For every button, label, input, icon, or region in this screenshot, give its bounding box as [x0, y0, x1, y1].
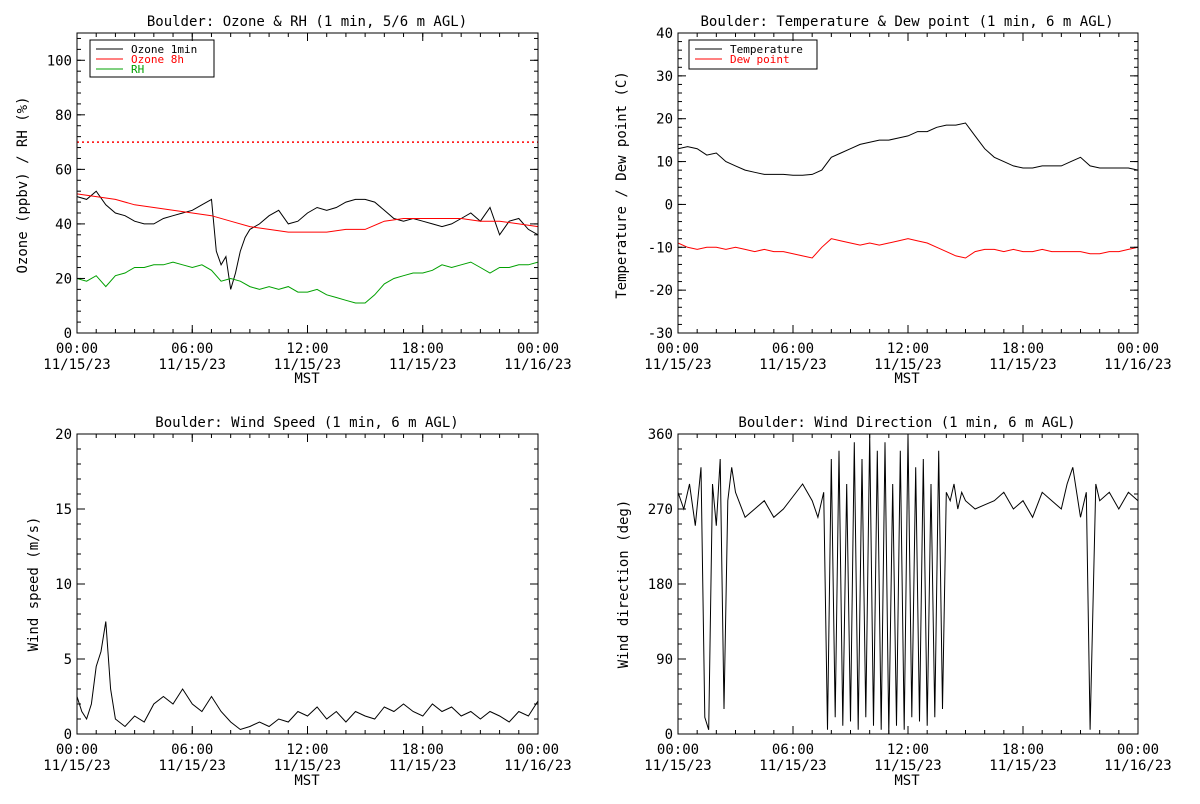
x-tick-label-date: 11/15/23: [644, 758, 711, 774]
y-axis-label: Ozone (ppbv) / RH (%): [15, 96, 31, 273]
x-tick-label-time: 00:00: [657, 742, 699, 758]
chart-title: Boulder: Temperature & Dew point (1 min,…: [700, 14, 1113, 30]
x-tick-label-date: 11/15/23: [874, 758, 941, 774]
y-tick-label: 0: [665, 197, 673, 213]
series-line-rh: [76, 261, 539, 304]
x-tick-label-date: 11/16/23: [1104, 758, 1171, 774]
y-tick-label: 40: [656, 26, 673, 42]
ozone-rh-chart: Boulder: Ozone & RH (1 min, 5/6 m AGL) M…: [15, 14, 572, 387]
x-tick-label-time: 12:00: [286, 742, 328, 758]
y-tick-label: -30: [648, 326, 673, 342]
chart-title: Boulder: Wind Speed (1 min, 6 m AGL): [155, 415, 458, 431]
series-line-ozone-1min: [76, 190, 539, 290]
plot-frame: [76, 32, 539, 334]
x-tick-label-date: 11/15/23: [759, 357, 826, 373]
x-tick-label-date: 11/16/23: [504, 357, 571, 373]
x-axis-label: MST: [294, 371, 320, 387]
y-tick-label: 360: [648, 427, 673, 443]
x-tick-label-time: 18:00: [402, 341, 444, 357]
x-tick-label-date: 11/15/23: [759, 758, 826, 774]
plot-frame: [677, 32, 1139, 334]
x-tick-label-date: 11/15/23: [389, 357, 456, 373]
x-tick-label-time: 18:00: [402, 742, 444, 758]
x-tick-label-time: 00:00: [517, 742, 559, 758]
x-tick-label-time: 00:00: [56, 742, 98, 758]
y-tick-label: 270: [648, 502, 673, 518]
y-tick-label: 10: [55, 577, 72, 593]
x-tick-label-time: 12:00: [887, 341, 929, 357]
y-tick-label: 0: [665, 727, 673, 743]
legend-box: [688, 39, 818, 70]
chart-title: Boulder: Wind Direction (1 min, 6 m AGL): [738, 415, 1075, 431]
x-tick-label-time: 06:00: [171, 341, 213, 357]
y-tick-label: 100: [47, 53, 72, 69]
x-tick-label-time: 00:00: [517, 341, 559, 357]
y-tick-label: -20: [648, 283, 673, 299]
y-tick-label: 10: [656, 155, 673, 171]
legend-label-temperature: Temperature: [730, 43, 803, 56]
legend: Ozone 1min Ozone 8h RH: [89, 39, 215, 78]
y-axis-label: Wind direction (deg): [616, 500, 632, 669]
series-line-dew-point: [677, 238, 1139, 259]
y-tick-label: 0: [64, 326, 72, 342]
x-tick-label-date: 11/15/23: [874, 357, 941, 373]
x-tick-label-date: 11/15/23: [989, 758, 1056, 774]
x-tick-label-date: 11/15/23: [43, 357, 110, 373]
x-tick-label-date: 11/15/23: [644, 357, 711, 373]
legend-label-ozone-1min: Ozone 1min: [131, 43, 197, 56]
x-tick-label-time: 18:00: [1002, 341, 1044, 357]
x-tick-label-date: 11/15/23: [274, 758, 341, 774]
y-axis-label: Temperature / Dew point (C): [614, 71, 630, 299]
y-tick-label: 60: [55, 162, 72, 178]
series-line-series-0: [677, 433, 1139, 735]
series-line-temperature: [677, 122, 1139, 176]
x-tick-label-date: 11/15/23: [389, 758, 456, 774]
x-tick-label-time: 12:00: [887, 742, 929, 758]
x-axis-label: MST: [294, 773, 320, 789]
y-tick-label: 20: [55, 427, 72, 443]
y-tick-label: 30: [656, 69, 673, 85]
x-tick-label-date: 11/15/23: [43, 758, 110, 774]
x-tick-label-date: 11/15/23: [159, 357, 226, 373]
chart-title: Boulder: Ozone & RH (1 min, 5/6 m AGL): [147, 14, 467, 30]
y-tick-label: 90: [656, 652, 673, 668]
x-tick-label-date: 11/15/23: [159, 758, 226, 774]
x-tick-label-time: 06:00: [772, 742, 814, 758]
x-tick-label-time: 06:00: [772, 341, 814, 357]
legend-label-ozone-8h: Ozone 8h: [131, 53, 184, 66]
legend-label-dew-point: Dew point: [730, 53, 790, 66]
x-tick-label-time: 18:00: [1002, 742, 1044, 758]
wind-speed-chart: Boulder: Wind Speed (1 min, 6 m AGL) MST…: [26, 415, 572, 789]
x-axis-label: MST: [894, 773, 920, 789]
x-axis-label: MST: [894, 371, 920, 387]
x-tick-label-time: 00:00: [1117, 742, 1159, 758]
x-tick-label-time: 12:00: [286, 341, 328, 357]
y-tick-label: 20: [55, 271, 72, 287]
series-line-series-0: [76, 621, 539, 731]
x-tick-label-date: 11/16/23: [1104, 357, 1171, 373]
y-tick-label: 40: [55, 217, 72, 233]
y-axis-label: Wind speed (m/s): [26, 517, 42, 652]
y-tick-label: 180: [648, 577, 673, 593]
y-tick-label: 5: [64, 652, 72, 668]
wind-direction-chart: Boulder: Wind Direction (1 min, 6 m AGL)…: [616, 415, 1172, 789]
x-tick-label-time: 00:00: [657, 341, 699, 357]
y-tick-label: 15: [55, 502, 72, 518]
x-tick-label-time: 00:00: [56, 341, 98, 357]
y-tick-label: -10: [648, 240, 673, 256]
legend-label-rh: RH: [131, 63, 144, 76]
series-line-ozone-8h: [76, 193, 539, 233]
y-tick-label: 0: [64, 727, 72, 743]
x-tick-label-date: 11/15/23: [274, 357, 341, 373]
y-tick-label: 80: [55, 108, 72, 124]
plot-frame: [76, 433, 539, 735]
x-tick-label-time: 00:00: [1117, 341, 1159, 357]
x-tick-label-time: 06:00: [171, 742, 213, 758]
temperature-dewpoint-chart: Boulder: Temperature & Dew point (1 min,…: [614, 14, 1172, 387]
x-tick-label-date: 11/16/23: [504, 758, 571, 774]
legend: Temperature Dew point: [688, 39, 818, 70]
y-tick-label: 20: [656, 112, 673, 128]
x-tick-label-date: 11/15/23: [989, 357, 1056, 373]
